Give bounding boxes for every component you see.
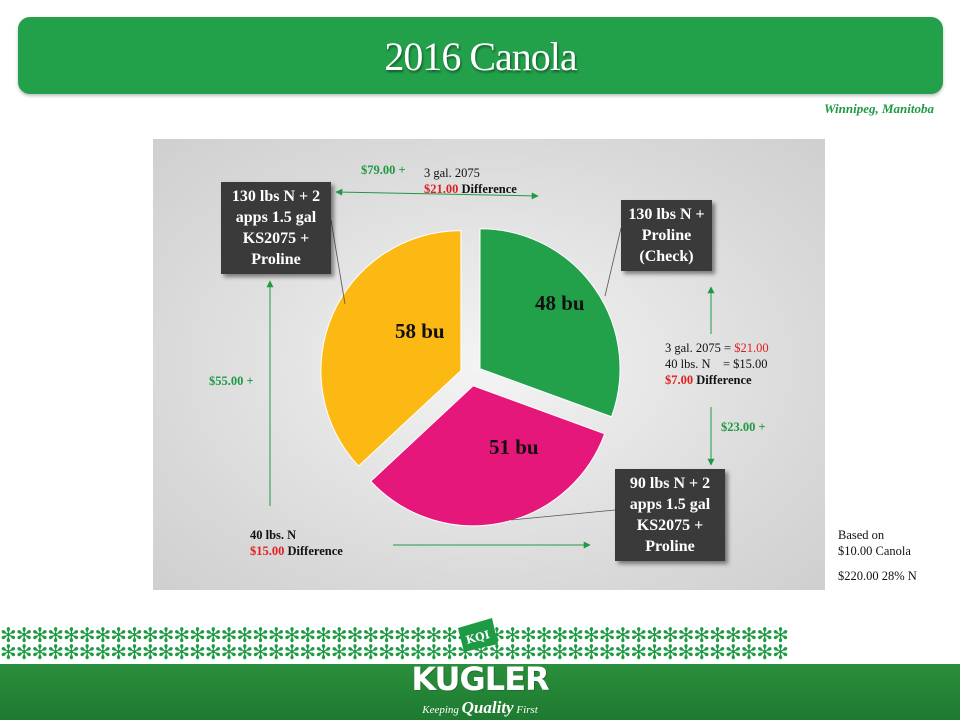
location-label: Winnipeg, Manitoba [823,101,934,116]
chart-area: 48 bu 51 bu 58 bu 130 lbs N + 2 apps 1.5… [153,139,825,590]
gain-top: $79.00 + [361,163,406,177]
gain-right: $23.00 + [721,420,766,434]
treatment-box-topleft: 130 lbs N + 2 apps 1.5 gal KS2075 + Prol… [221,182,331,274]
note-right-diff-amount: $7.00 [665,373,694,387]
connector-line-topright [604,227,622,297]
kugler-logo: KQI KUGLER Keeping Quality First [400,606,560,720]
star-row-2: ✻✻✻✻✻✻✻✻✻✻✻✻✻✻✻✻✻✻✻✻✻✻✻✻✻✻✻✻✻✻✻✻✻✻✻✻✻✻✻✻… [0,643,789,661]
note-right: 3 gal. 2075 = $21.00 40 lbs. N = $15.00 … [665,340,769,388]
basis-line2: $10.00 Canola [838,544,911,558]
basis-note: Based on $10.00 Canola $220.00 28% N [838,527,917,584]
basis-line1: Based on [838,528,885,542]
footer-band [0,664,960,720]
slice-label-51: 51 bu [489,435,539,459]
gain-left: $55.00 + [209,374,254,388]
slide-title: 2016 Canola [384,34,577,79]
connector-line-topleft [330,219,346,305]
basis-line3: $220.00 28% N [838,569,917,583]
note-top: 3 gal. 2075 $21.00 Difference [424,165,517,197]
note-bottom-word: Difference [287,544,343,558]
pie-chart [266,188,715,549]
tagline-pre: Keeping [422,704,459,716]
arrow-top [335,188,539,200]
star-row-1: ✻✻✻✻✻✻✻✻✻✻✻✻✻✻✻✻✻✻✻✻✻✻✻✻✻✻✻✻✻✻✻✻✻✻✻✻✻✻✻✻… [0,626,789,644]
note-right-line2: 40 lbs. N = $15.00 [665,357,768,371]
note-bottom-amount: $15.00 [250,544,285,558]
pie-slice-58 [320,230,462,467]
kql-flag-icon: KQI [458,618,498,652]
note-bottom-line1: 40 lbs. N [250,528,297,542]
note-right-amount: $21.00 [734,341,769,355]
footer: ✻✻✻✻✻✻✻✻✻✻✻✻✻✻✻✻✻✻✻✻✻✻✻✻✻✻✻✻✻✻✻✻✻✻✻✻✻✻✻✻… [0,606,960,720]
tagline: Keeping Quality First [400,698,560,718]
tagline-post: First [516,704,538,716]
kql-badge-text: KQI [464,628,491,647]
note-top-line1: 3 gal. 2075 [424,166,480,180]
title-bar: 2016 Canola [18,17,943,94]
note-right-diff-word: Difference [696,373,752,387]
slice-label-48: 48 bu [535,291,585,315]
connector-line-bottomright [510,509,616,521]
slice-label-58: 58 bu [395,319,445,343]
note-top-word: Difference [461,182,517,196]
treatment-box-bottomright: 90 lbs N + 2 apps 1.5 gal KS2075 + Proli… [615,469,725,561]
note-top-amount: $21.00 [424,182,459,196]
pie-slice-48 [479,228,621,418]
tagline-big: Quality [461,698,514,717]
pie-slice-51 [370,385,606,527]
brand-name: KUGLER [411,660,549,698]
treatment-box-topright: 130 lbs N + Proline (Check) [621,200,712,271]
note-bottom: 40 lbs. N $15.00 Difference [250,527,343,559]
note-right-prefix: 3 gal. 2075 = [665,341,735,355]
